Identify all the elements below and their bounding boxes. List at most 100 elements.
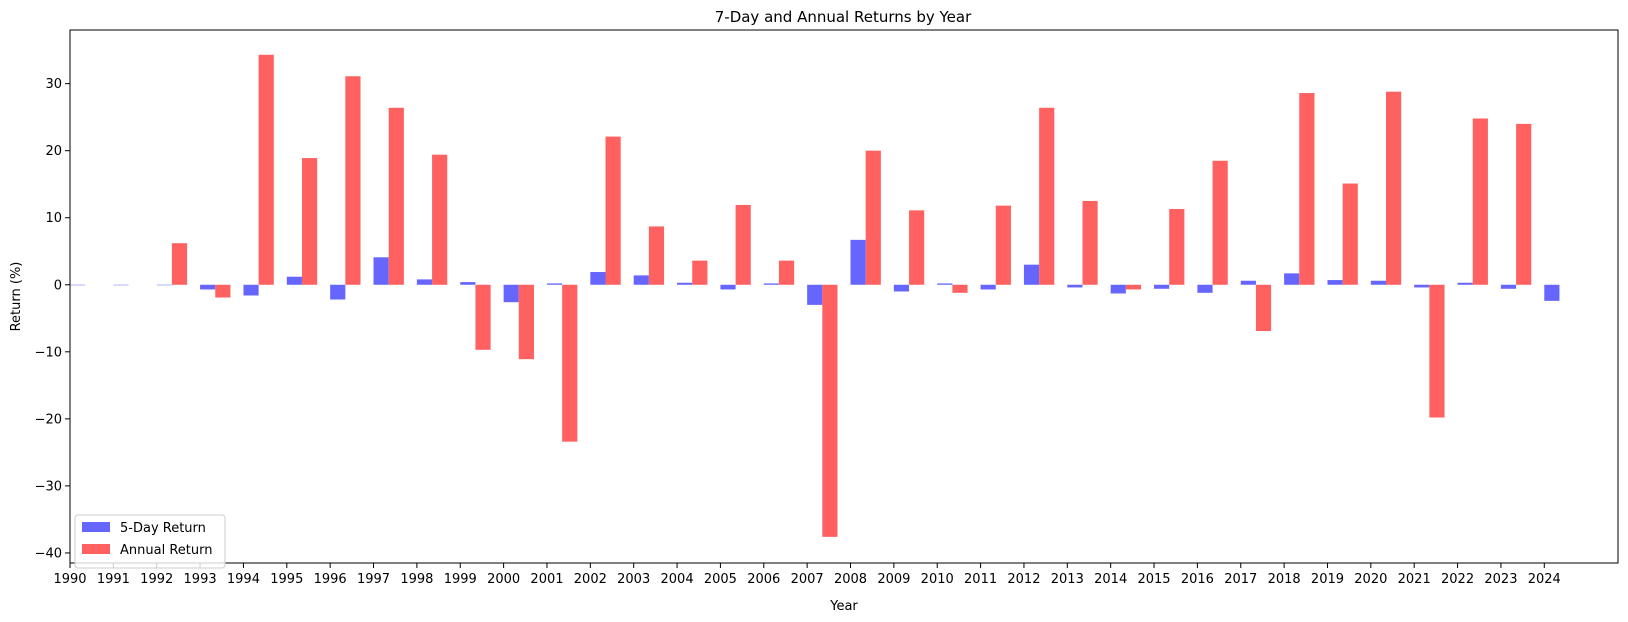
bar-annual-return-1998 [432,154,448,285]
y-tick-label: 10 [45,211,62,226]
y-axis: −40 −30 −20 −10 0 10 20 30 [35,77,70,561]
bar-annual-return-2022 [1472,118,1488,285]
bar-5-day-return-2007 [807,284,823,305]
bar-5-day-return-2012 [1023,264,1040,285]
x-tick-label: 1995 [270,572,303,587]
x-tick-label: 2000 [487,572,520,587]
bar-5-day-return-2024 [1544,284,1560,301]
bar-annual-return-2011 [995,205,1011,285]
bar-annual-return-2002 [605,136,621,285]
x-axis-title: Year [829,599,858,614]
bar-5-day-return-2021 [1414,284,1430,288]
bar-annual-return-2018 [1299,93,1315,285]
bar-5-day-return-1998 [416,279,433,285]
bar-5-day-return-2015 [1154,284,1170,289]
y-tick-label: −40 [35,546,62,561]
bar-annual-return-1993 [215,284,231,298]
bar-5-day-return-1990 [70,284,86,286]
x-tick-label: 1993 [184,572,217,587]
y-tick-label: −20 [35,412,62,427]
bar-5-day-return-2017 [1240,280,1256,285]
legend-box [74,514,226,569]
bar-annual-return-2003 [648,226,665,285]
bar-annual-return-2001 [562,284,578,442]
bar-5-day-return-2013 [1067,284,1083,288]
y-tick-label: 20 [45,144,62,159]
bar-5-day-return-2019 [1327,280,1343,285]
chart-title: 7-Day and Annual Returns by Year [715,8,972,26]
plot-frame [69,29,1619,564]
x-tick-label: 2010 [921,572,954,587]
bar-5-day-return-1999 [460,282,476,285]
bar-5-day-return-2020 [1370,280,1387,285]
bars-group [70,54,1560,537]
x-tick-label: 2003 [617,572,650,587]
x-tick-label: 1996 [314,572,347,587]
legend-label-annual-return: Annual Return [120,543,212,558]
bar-annual-return-1997 [388,107,404,285]
x-tick-label: 1997 [357,572,390,587]
bar-5-day-return-2011 [980,284,996,290]
x-tick-label: 2008 [834,572,867,587]
bar-5-day-return-2010 [937,283,953,285]
bar-annual-return-2021 [1429,284,1445,418]
x-tick-label: 2015 [1137,572,1170,587]
x-tick-label: 2001 [530,572,563,587]
x-tick-label: 2016 [1181,572,1214,587]
bar-5-day-return-2014 [1110,284,1126,294]
bar-annual-return-1996 [345,76,361,285]
x-tick-label: 2023 [1484,572,1517,587]
legend-label-5-day-return: 5-Day Return [120,521,206,536]
x-tick-label: 2019 [1311,572,1344,587]
legend-swatch-5-day-return [82,522,110,532]
x-tick-label: 2013 [1051,572,1084,587]
bar-5-day-return-2023 [1500,284,1517,289]
x-tick-label: 2012 [1007,572,1040,587]
y-tick-label: −30 [35,479,62,494]
x-tick-label: 2017 [1224,572,1257,587]
bar-annual-return-1999 [475,284,491,350]
x-tick-label: 2007 [791,572,824,587]
bar-annual-return-2010 [952,284,968,293]
y-tick-label: 30 [45,77,62,92]
bar-5-day-return-2005 [720,284,736,290]
bar-annual-return-2016 [1212,160,1228,285]
x-tick-label: 2018 [1268,572,1301,587]
bar-5-day-return-1995 [286,276,302,285]
y-axis-title: Return (%) [9,262,24,332]
bar-5-day-return-1992 [156,284,172,286]
bar-annual-return-2019 [1342,183,1358,285]
bar-annual-return-2004 [692,260,708,285]
bar-5-day-return-1993 [200,284,216,290]
y-tick-label: 0 [54,278,62,293]
bar-5-day-return-1991 [113,284,129,286]
bar-annual-return-1994 [258,54,274,285]
bar-annual-return-2013 [1082,200,1098,285]
x-tick-label: 1998 [400,572,433,587]
x-tick-label: 2002 [574,572,607,587]
x-tick-label: 2021 [1398,572,1431,587]
x-tick-label: 2011 [964,572,997,587]
legend-swatch-annual-return [82,544,110,554]
x-tick-label: 1990 [53,572,86,587]
bar-5-day-return-2003 [633,275,649,285]
bar-5-day-return-2008 [850,239,866,285]
legend: 5-Day Return Annual Return [74,514,226,569]
bar-annual-return-2000 [518,284,534,360]
x-tick-label: 2020 [1354,572,1387,587]
bar-annual-return-2023 [1516,123,1532,285]
x-tick-label: 1992 [140,572,173,587]
bar-annual-return-2007 [822,284,838,537]
x-tick-label: 2014 [1094,572,1127,587]
bar-annual-return-2014 [1125,284,1142,290]
bar-5-day-return-2022 [1457,282,1473,285]
x-tick-label: 2022 [1441,572,1474,587]
bar-5-day-return-2002 [590,272,606,285]
bar-annual-return-1992 [171,243,188,285]
x-tick-label: 2005 [704,572,737,587]
bar-5-day-return-2006 [763,283,779,285]
bar-annual-return-2009 [909,210,925,285]
bar-5-day-return-2009 [893,284,910,292]
